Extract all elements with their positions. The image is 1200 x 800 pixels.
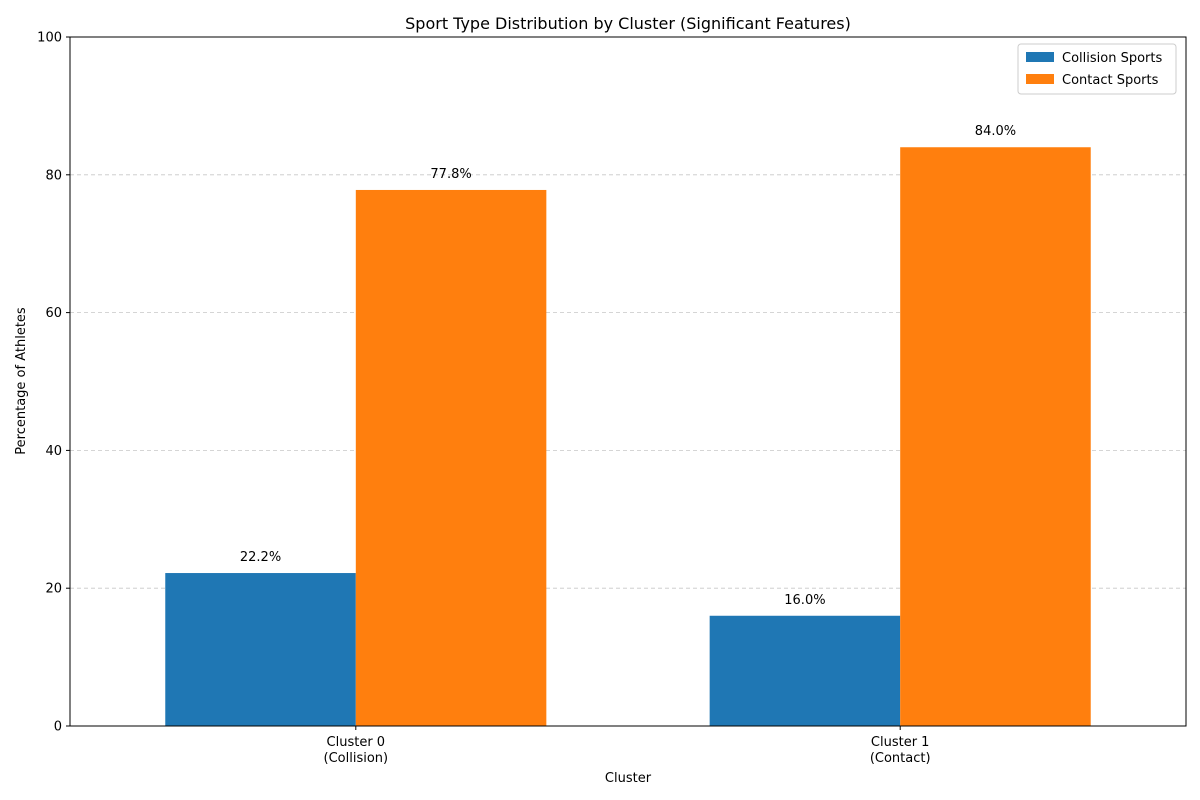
y-tick-label: 80 <box>45 168 62 183</box>
bar-value-label: 77.8% <box>430 167 471 182</box>
bars <box>165 147 1091 727</box>
legend: Collision Sports Contact Sports <box>1017 43 1177 95</box>
y-axis-label: Percentage of Athletes <box>14 307 29 455</box>
bar-value-label: 22.2% <box>240 550 281 565</box>
x-axis-label: Cluster <box>605 771 652 786</box>
bar-contact-cluster-1 <box>900 147 1091 727</box>
y-tick-label: 100 <box>37 31 62 46</box>
legend-swatch <box>1026 74 1054 84</box>
y-tick-label: 20 <box>45 582 62 597</box>
bar-value-label: 84.0% <box>975 124 1016 139</box>
x-tick-label: Cluster 0 (Collision) <box>324 735 389 766</box>
legend-entry: Collision Sports <box>1062 51 1162 66</box>
y-tick-label: 60 <box>45 306 62 321</box>
y-tick-label: 40 <box>45 444 62 459</box>
legend-swatch <box>1026 52 1054 62</box>
legend-box <box>1017 43 1177 95</box>
chart-title: Sport Type Distribution by Cluster (Sign… <box>405 14 851 33</box>
data-labels: 22.2% 16.0% 77.8% 84.0% <box>240 124 1016 608</box>
bar-collision-cluster-1 <box>709 615 901 726</box>
x-tick-label: Cluster 1 (Contact) <box>870 735 931 766</box>
legend-entry: Contact Sports <box>1062 73 1159 88</box>
y-tick-label: 0 <box>54 720 62 735</box>
bar-contact-cluster-0 <box>355 189 547 726</box>
plot-frame <box>69 36 1187 727</box>
bar-collision-cluster-0 <box>165 573 356 726</box>
axes: 0 20 40 60 80 100 Cluster 0 (Collision) Cluster … <box>37 31 1187 766</box>
bar-value-label: 16.0% <box>784 593 825 608</box>
